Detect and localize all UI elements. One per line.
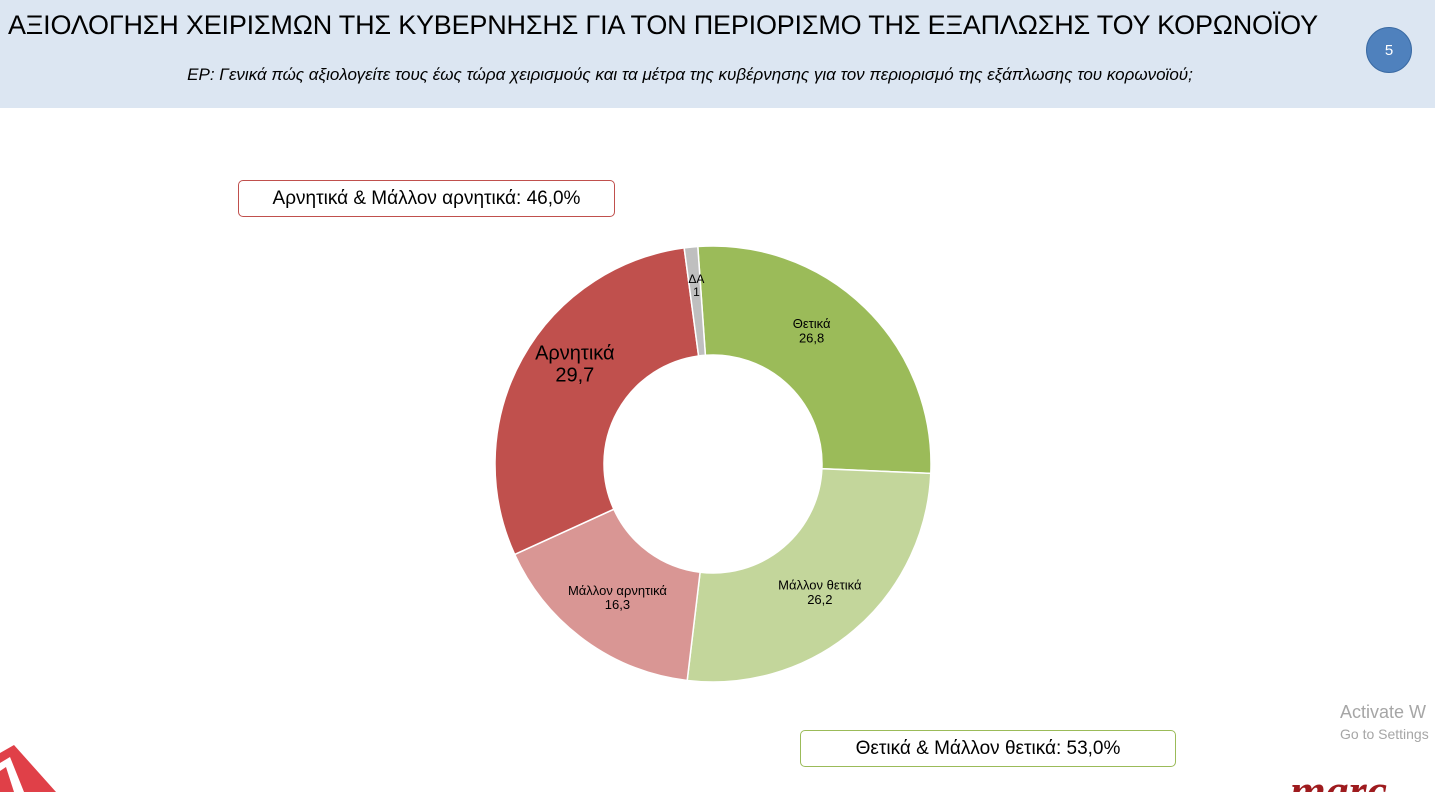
slide-title: ΑΞΙΟΛΟΓΗΣΗ ΧΕΙΡΙΣΜΩΝ ΤΗΣ ΚΥΒΕΡΝΗΣΗΣ ΓΙΑ … xyxy=(8,10,1318,40)
question-text: ΕΡ: Γενικά πώς αξιολογείτε τους έως τώρα… xyxy=(187,65,1193,84)
slide-header: ΑΞΙΟΛΟΓΗΣΗ ΧΕΙΡΙΣΜΩΝ ΤΗΣ ΚΥΒΕΡΝΗΣΗΣ ΓΙΑ … xyxy=(0,0,1435,108)
negative-summary-box: Αρνητικά & Μάλλον αρνητικά: 46,0% xyxy=(238,180,615,217)
donut-slice-2 xyxy=(513,508,701,682)
slice-value-3: 29,7 xyxy=(555,364,594,386)
positive-summary-box: Θετικά & Μάλλον θετικά: 53,0% xyxy=(800,730,1176,767)
slice-value-4: 1 xyxy=(693,285,700,299)
slice-value-1: 26,2 xyxy=(807,592,832,607)
slice-label-1: Μάλλον θετικά xyxy=(778,578,862,593)
activate-windows-text: Activate W xyxy=(1340,702,1427,722)
go-to-settings-text: Go to Settings xyxy=(1340,726,1429,742)
red-triangle-logo-icon xyxy=(0,745,56,792)
slice-label-4: ΔΑ xyxy=(688,272,704,286)
donut-slice-4 xyxy=(683,245,707,357)
donut-slice-3 xyxy=(494,247,700,556)
slice-value-0: 26,8 xyxy=(799,331,824,346)
marc-logo-icon: marc xyxy=(1290,772,1387,792)
page-number-badge: 5 xyxy=(1366,27,1412,73)
donut-slice-1 xyxy=(686,467,932,683)
slice-label-3: Αρνητικά xyxy=(535,342,615,364)
svg-text:marc: marc xyxy=(1290,772,1387,792)
slice-label-0: Θετικά xyxy=(793,316,831,331)
donut-slices xyxy=(494,245,932,683)
slice-label-2: Μάλλον αρνητικά xyxy=(568,583,667,598)
slice-value-2: 16,3 xyxy=(605,597,630,612)
donut-slice-0 xyxy=(696,245,932,475)
